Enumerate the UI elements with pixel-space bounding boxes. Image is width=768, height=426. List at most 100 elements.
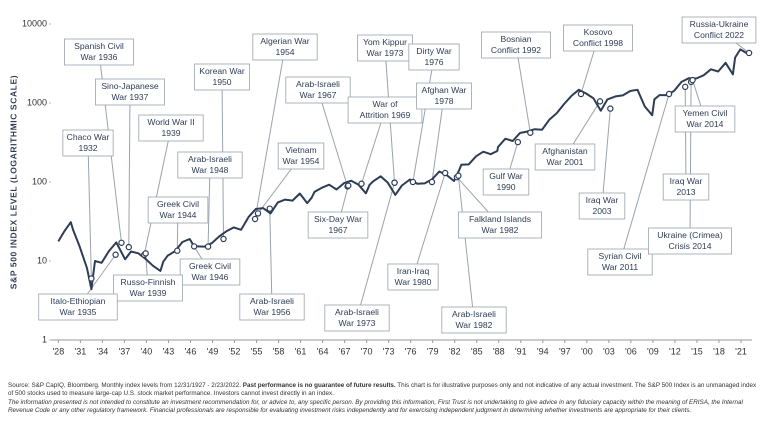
callout-box xyxy=(482,168,530,196)
callout-text: 1990 xyxy=(496,182,515,192)
callout-text: Conflict 2022 xyxy=(694,30,744,40)
event-marker xyxy=(577,90,585,98)
callout-text: Afghanistan xyxy=(542,146,588,156)
callout-text: Bosnian xyxy=(500,34,531,44)
callout-text: Sino-Japanese xyxy=(101,81,159,91)
callout-text: World War II xyxy=(147,117,194,127)
footer: Source: S&P CapIQ, Bloomberg. Monthly in… xyxy=(8,382,760,416)
event-marker xyxy=(190,243,198,250)
callout-box xyxy=(587,248,653,276)
callout-box xyxy=(578,192,626,220)
chart: S&P 500 INDEX LEVEL (LOGARITHMIC SCALE) … xyxy=(8,16,757,356)
callout-text: Syrian Civil xyxy=(599,251,642,261)
callout-text: Iraq War xyxy=(586,195,619,205)
callout-text: Iraq War xyxy=(670,176,703,186)
callout-text: 1967 xyxy=(328,225,347,235)
callout-text: Vietnam xyxy=(285,145,316,155)
callout-leader xyxy=(269,208,273,308)
callout-box xyxy=(62,129,114,157)
callout-text: Arab-Israeli xyxy=(296,79,340,89)
x-tick-label: '61 xyxy=(295,346,307,356)
event-marker xyxy=(665,90,673,98)
event-marker xyxy=(112,251,119,258)
callout-leader xyxy=(457,175,475,321)
callout-text: 1939 xyxy=(161,128,180,138)
callout-box xyxy=(534,143,596,171)
event-marker xyxy=(251,215,259,223)
callout-box xyxy=(147,196,209,224)
callout-box xyxy=(138,114,204,142)
callout-box xyxy=(95,78,165,106)
event-marker xyxy=(455,172,462,179)
event-marker xyxy=(527,129,534,136)
callout-leader xyxy=(431,95,445,183)
callout-text: Yemen Civil xyxy=(682,108,727,118)
callout-leader xyxy=(254,46,286,220)
callout-box xyxy=(64,38,134,66)
callout-leader xyxy=(412,172,446,278)
callout-leader xyxy=(515,44,531,133)
x-tick-label: '03 xyxy=(603,346,615,356)
callout-text: War 1982 xyxy=(456,320,493,330)
callout-text: War 1936 xyxy=(81,52,118,62)
x-tick-label: '40 xyxy=(141,346,153,356)
callout-text: 1950 xyxy=(212,77,231,87)
callout-leader xyxy=(601,108,611,207)
x-tick-label: '85 xyxy=(471,346,483,356)
callout-text: Ukraine (Crimea) xyxy=(657,230,723,240)
callout-box xyxy=(38,293,118,321)
callout-text: War 1982 xyxy=(482,225,519,235)
callout-text: Attrition 1969 xyxy=(360,110,411,120)
callout-text: Arab-Israeli xyxy=(250,296,294,306)
callout-text: Algerian War xyxy=(260,36,309,46)
event-marker xyxy=(745,49,753,57)
x-tick-label: '18 xyxy=(713,346,725,356)
callout-text: War 1946 xyxy=(192,272,229,282)
callout-text: War 1973 xyxy=(367,48,404,58)
x-tick-label: '06 xyxy=(625,346,637,356)
x-tick-label: '00 xyxy=(581,346,593,356)
callout-text: Chaco War xyxy=(67,132,110,142)
x-tick-label: '64 xyxy=(317,346,329,356)
callout-text: 2003 xyxy=(592,206,611,216)
callout-text: War 2014 xyxy=(687,119,724,129)
y-tick-label: 1000 xyxy=(27,97,47,107)
event-marker xyxy=(391,179,398,186)
callout-text: War 1973 xyxy=(339,318,376,328)
callout-text: Yom Kippur xyxy=(363,37,407,47)
callout-box xyxy=(347,96,423,124)
callout-text: War 1980 xyxy=(395,277,432,287)
callout-leader xyxy=(128,91,131,248)
callout-text: War 1939 xyxy=(130,288,167,298)
x-tick-label: '79 xyxy=(427,346,439,356)
callout-box xyxy=(681,16,757,44)
callout-box xyxy=(481,31,551,59)
x-tick-label: '94 xyxy=(537,346,549,356)
y-axis-label: S&P 500 INDEX LEVEL (LOGARITHMIC SCALE) xyxy=(8,75,18,289)
callout-leader xyxy=(619,93,670,263)
callout-box xyxy=(416,82,472,110)
x-tick-label: '49 xyxy=(207,346,219,356)
callout-box xyxy=(285,76,351,104)
callout-box xyxy=(113,274,183,302)
event-marker xyxy=(689,76,696,84)
event-marker xyxy=(125,243,133,251)
event-marker xyxy=(441,169,449,177)
callout-box xyxy=(662,173,710,201)
source-pre: Source: S&P CapIQ, Bloomberg. Monthly in… xyxy=(8,382,243,389)
callout-box xyxy=(177,151,243,179)
callout-text: Arab-Israeli xyxy=(335,307,379,317)
event-marker xyxy=(345,182,352,189)
callout-text: Dirty War xyxy=(416,46,452,56)
x-tick-label: '37 xyxy=(119,346,131,356)
callout-box xyxy=(387,263,439,291)
callout-box xyxy=(648,227,733,255)
callout-box xyxy=(441,306,507,334)
callout-text: War 1944 xyxy=(160,210,197,220)
callout-text: Six-Day War xyxy=(314,214,362,224)
callout-text: Falkland Islands xyxy=(469,214,531,224)
x-tick-label: '73 xyxy=(383,346,395,356)
callout-text: 2013 xyxy=(676,187,695,197)
callout-text: Iran-Iraq xyxy=(397,266,430,276)
